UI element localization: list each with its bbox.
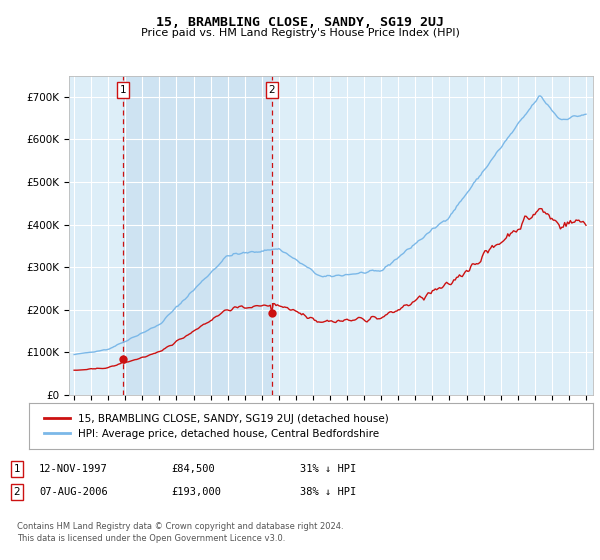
Text: 12-NOV-1997: 12-NOV-1997	[39, 464, 108, 474]
Text: £193,000: £193,000	[171, 487, 221, 497]
Text: 2: 2	[268, 85, 275, 95]
Text: 15, BRAMBLING CLOSE, SANDY, SG19 2UJ: 15, BRAMBLING CLOSE, SANDY, SG19 2UJ	[156, 16, 444, 29]
Text: 31% ↓ HPI: 31% ↓ HPI	[300, 464, 356, 474]
Bar	[123, 76, 272, 395]
Legend: 15, BRAMBLING CLOSE, SANDY, SG19 2UJ (detached house), HPI: Average price, detac: 15, BRAMBLING CLOSE, SANDY, SG19 2UJ (de…	[40, 409, 393, 443]
Text: 1: 1	[120, 85, 127, 95]
Text: Price paid vs. HM Land Registry's House Price Index (HPI): Price paid vs. HM Land Registry's House …	[140, 28, 460, 38]
Text: 1: 1	[13, 464, 20, 474]
Text: 38% ↓ HPI: 38% ↓ HPI	[300, 487, 356, 497]
Text: This data is licensed under the Open Government Licence v3.0.: This data is licensed under the Open Gov…	[17, 534, 285, 543]
Text: 07-AUG-2006: 07-AUG-2006	[39, 487, 108, 497]
Text: Contains HM Land Registry data © Crown copyright and database right 2024.: Contains HM Land Registry data © Crown c…	[17, 522, 343, 531]
Text: £84,500: £84,500	[171, 464, 215, 474]
Text: 2: 2	[13, 487, 20, 497]
